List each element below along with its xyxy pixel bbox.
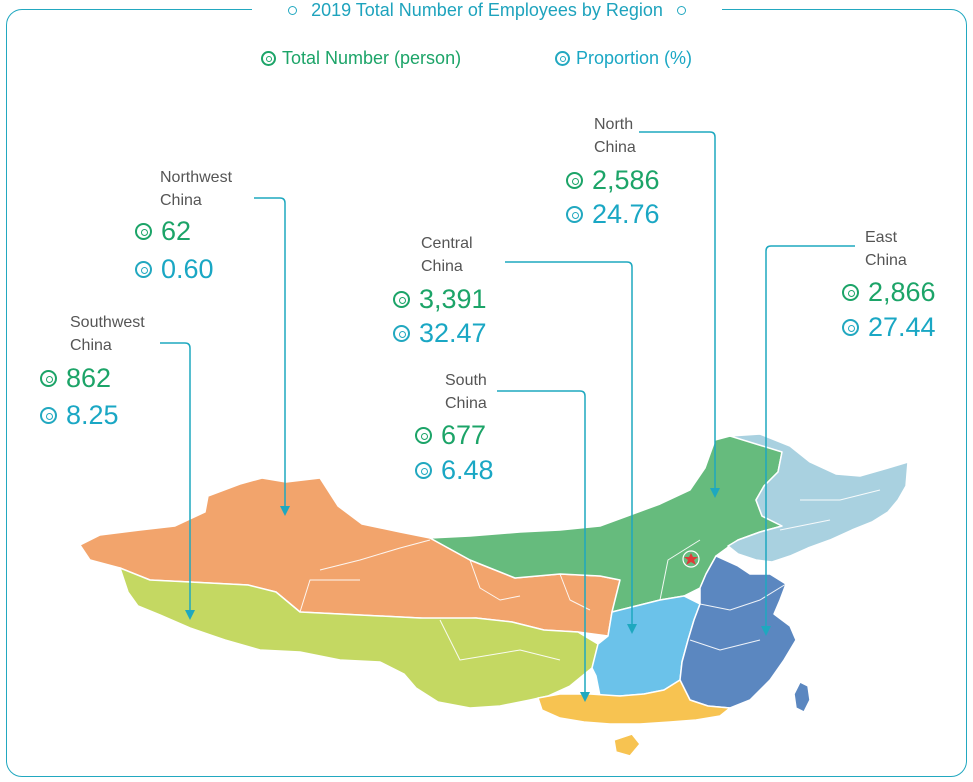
north-total: 2,586 (566, 165, 660, 196)
region-taiwan (793, 681, 811, 713)
east-proportion: 27.44 (842, 312, 936, 343)
region-name-line1: South (445, 372, 487, 389)
legend-total-label: Total Number (person) (282, 48, 462, 68)
region-name-line1: Central (421, 235, 473, 252)
proportion-ring-icon (415, 462, 432, 479)
region-label-east: East China (865, 226, 907, 272)
south-total: 677 (415, 420, 486, 451)
region-northeast (727, 433, 909, 563)
south-proportion: 6.48 (415, 455, 494, 486)
legend-proportion-ring-icon (555, 51, 570, 66)
northwest-total: 62 (135, 216, 191, 247)
central-total-value: 3,391 (419, 284, 487, 314)
total-ring-icon (566, 172, 583, 189)
region-hainan (613, 733, 641, 757)
region-name-line1: North (594, 116, 634, 133)
north-proportion: 24.76 (566, 199, 660, 230)
region-name-line2: China (70, 337, 112, 354)
legend-proportion-label: Proportion (%) (576, 48, 693, 68)
title-left-dot-icon (288, 5, 298, 15)
central-proportion: 32.47 (393, 318, 487, 349)
southwest-proportion-value: 8.25 (66, 400, 119, 430)
legend-proportion: Proportion (%) (555, 48, 692, 69)
leader-line-east (765, 245, 855, 628)
east-proportion-value: 27.44 (868, 312, 936, 342)
region-name-line2: China (865, 252, 907, 269)
north-proportion-value: 24.76 (592, 199, 660, 229)
southwest-proportion: 8.25 (40, 400, 119, 431)
central-proportion-value: 32.47 (419, 318, 487, 348)
region-name-line2: China (421, 258, 463, 275)
south-proportion-value: 6.48 (441, 455, 494, 485)
leader-line-northwest (254, 197, 286, 508)
page-title: 2019 Total Number of Employees by Region (311, 0, 663, 20)
region-name-line1: East (865, 229, 898, 246)
region-east (679, 555, 797, 709)
total-ring-icon (842, 284, 859, 301)
region-name-line2: China (445, 395, 487, 412)
northwest-total-value: 62 (161, 216, 192, 246)
legend-total-ring-icon (261, 51, 276, 66)
capital-star-icon (684, 553, 698, 565)
region-label-north: North China (594, 113, 636, 159)
northwest-proportion: 0.60 (135, 254, 214, 285)
total-ring-icon (135, 223, 152, 240)
southwest-total-value: 862 (66, 363, 112, 393)
region-label-northwest: Northwest China (160, 166, 232, 212)
region-south (537, 679, 731, 725)
title-right-dot-icon (676, 5, 686, 15)
proportion-ring-icon (135, 261, 152, 278)
total-ring-icon (393, 291, 410, 308)
northwest-proportion-value: 0.60 (161, 254, 214, 284)
proportion-ring-icon (566, 206, 583, 223)
east-total-value: 2,866 (868, 277, 936, 307)
region-name-line2: China (594, 139, 636, 156)
leader-line-north (639, 131, 716, 490)
title-bar: 2019 Total Number of Employees by Region (252, 0, 722, 20)
total-ring-icon (415, 427, 432, 444)
region-label-central: Central China (421, 232, 473, 278)
region-name-line1: Southwest (70, 314, 145, 331)
leader-line-southwest (160, 342, 191, 612)
legend-total: Total Number (person) (261, 48, 461, 69)
proportion-ring-icon (40, 407, 57, 424)
proportion-ring-icon (393, 325, 410, 342)
southwest-total: 862 (40, 363, 111, 394)
north-total-value: 2,586 (592, 165, 660, 195)
total-ring-icon (40, 370, 57, 387)
proportion-ring-icon (842, 319, 859, 336)
region-name-line2: China (160, 192, 202, 209)
central-total: 3,391 (393, 284, 487, 315)
leader-line-central (505, 261, 633, 626)
east-total: 2,866 (842, 277, 936, 308)
south-total-value: 677 (441, 420, 487, 450)
region-label-southwest: Southwest China (70, 311, 145, 357)
leader-line-south (497, 390, 586, 694)
region-label-south: South China (445, 369, 487, 415)
region-name-line1: Northwest (160, 169, 233, 186)
